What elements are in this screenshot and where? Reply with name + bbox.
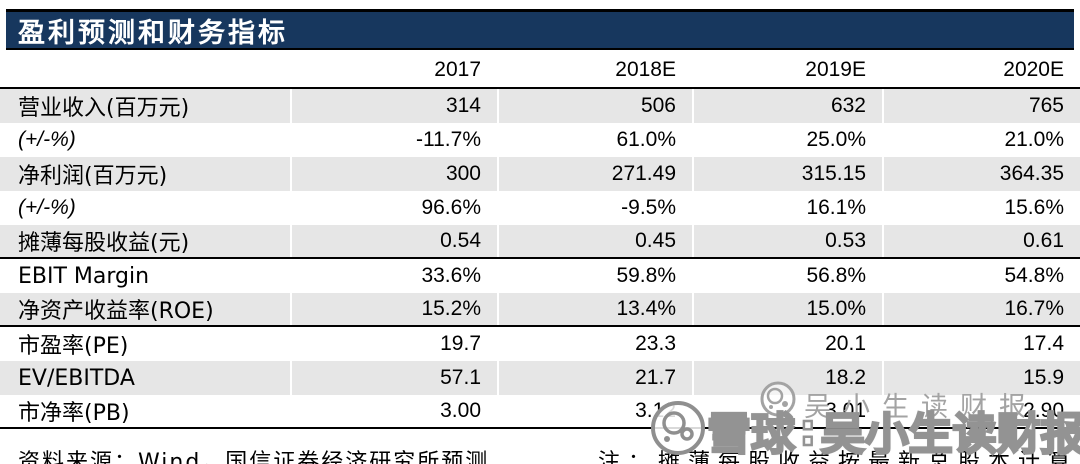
section-title-bar: 盈利预测和财务指标 — [6, 12, 1074, 50]
row-label: 市盈率(PE) — [18, 334, 129, 359]
cell-value: 21.0% — [882, 123, 1080, 157]
cell-value: 16.7% — [882, 293, 1080, 325]
cell-value: 0.45 — [497, 225, 692, 257]
section-title: 盈利预测和财务指标 — [18, 17, 288, 49]
table-row-ev-ebitda: EV/EBITDA 57.1 21.7 18.2 15.9 — [0, 361, 1080, 395]
table-row-roe: 净资产收益率(ROE) 15.2% 13.4% 15.0% 16.7% — [0, 293, 1080, 327]
cell-value: 17.4 — [882, 327, 1080, 361]
header-label-spacer — [0, 52, 290, 87]
cell-value: -11.7% — [290, 123, 497, 157]
cell-value: 765 — [882, 89, 1080, 123]
cell-value: 21.7 — [497, 361, 692, 395]
table-row-revenue: 营业收入(百万元) 314 506 632 765 — [0, 89, 1080, 123]
cell-value: 18.2 — [692, 361, 882, 395]
row-label: (+/-%) — [18, 196, 76, 219]
cell-value: 59.8% — [497, 259, 692, 293]
row-label: 净利润(百万元) — [0, 157, 290, 191]
row-label: EBIT Margin — [18, 263, 150, 289]
column-header-2018e: 2018E — [615, 57, 676, 81]
table-header-row: 2017 2018E 2019E 2020E — [0, 52, 1080, 89]
cell-value: 0.61 — [882, 225, 1080, 257]
table-row-revenue-growth: (+/-%) -11.7% 61.0% 25.0% 21.0% — [0, 123, 1080, 157]
table-row-diluted-eps: 摊薄每股收益(元) 0.54 0.45 0.53 0.61 — [0, 225, 1080, 259]
row-label: 摊薄每股收益(元) — [0, 225, 290, 257]
cell-value: 632 — [692, 89, 882, 123]
cell-value: 0.53 — [692, 225, 882, 257]
table-row-net-profit: 净利润(百万元) 300 271.49 315.15 364.35 — [0, 157, 1080, 191]
cell-value: 54.8% — [882, 259, 1080, 293]
table-row-net-profit-growth: (+/-%) 96.6% -9.5% 16.1% 15.6% — [0, 191, 1080, 225]
table-row-pb: 市净率(PB) 3.00 3.12 3.01 2.90 — [0, 395, 1080, 429]
cell-value: 56.8% — [692, 259, 882, 293]
row-label: 营业收入(百万元) — [0, 89, 290, 123]
table-footnotes: 资料来源：Wind，国信证券经济研究所预测 注：摊薄每股收益按最新总股本计算 — [0, 444, 1080, 464]
eps-note: 注：摊薄每股收益按最新总股本计算 — [598, 450, 1079, 464]
cell-value: 315.15 — [692, 157, 882, 191]
cell-value: 61.0% — [497, 123, 692, 157]
row-label: (+/-%) — [18, 128, 76, 151]
column-header-2020e: 2020E — [1003, 57, 1064, 81]
cell-value: 15.9 — [882, 361, 1080, 395]
table-row-pe: 市盈率(PE) 19.7 23.3 20.1 17.4 — [0, 327, 1080, 361]
cell-value: 506 — [497, 89, 692, 123]
cell-value: 271.49 — [497, 157, 692, 191]
source-note: 资料来源：Wind，国信证券经济研究所预测 — [18, 450, 490, 464]
cell-value: 96.6% — [290, 191, 497, 225]
row-label: 净资产收益率(ROE) — [0, 293, 290, 325]
financial-table: 2017 2018E 2019E 2020E 营业收入(百万元) 314 506… — [0, 52, 1080, 429]
cell-value: -9.5% — [497, 191, 692, 225]
cell-value: 19.7 — [290, 327, 497, 361]
cell-value: 15.2% — [290, 293, 497, 325]
cell-value: 2.90 — [882, 395, 1080, 427]
cell-value: 16.1% — [692, 191, 882, 225]
column-header-2019e: 2019E — [805, 57, 866, 81]
cell-value: 13.4% — [497, 293, 692, 325]
cell-value: 15.0% — [692, 293, 882, 325]
cell-value: 300 — [290, 157, 497, 191]
cell-value: 25.0% — [692, 123, 882, 157]
column-header-2017: 2017 — [434, 57, 481, 81]
cell-value: 3.00 — [290, 395, 497, 427]
cell-value: 3.01 — [692, 395, 882, 427]
cell-value: 364.35 — [882, 157, 1080, 191]
cell-value: 23.3 — [497, 327, 692, 361]
cell-value: 3.12 — [497, 395, 692, 427]
cell-value: 33.6% — [290, 259, 497, 293]
cell-value: 57.1 — [290, 361, 497, 395]
row-label: EV/EBITDA — [0, 361, 290, 395]
row-label: 市净率(PB) — [18, 401, 130, 426]
cell-value: 20.1 — [692, 327, 882, 361]
cell-value: 15.6% — [882, 191, 1080, 225]
cell-value: 314 — [290, 89, 497, 123]
top-divider — [6, 9, 1074, 12]
cell-value: 0.54 — [290, 225, 497, 257]
table-row-ebit-margin: EBIT Margin 33.6% 59.8% 56.8% 54.8% — [0, 259, 1080, 293]
